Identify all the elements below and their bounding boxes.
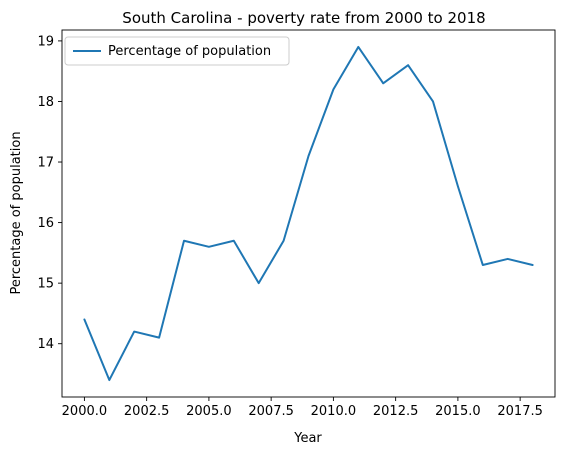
y-tick-label: 15 (37, 277, 54, 292)
y-axis-ticks: 14 15 16 17 18 19 (37, 34, 62, 352)
y-axis-label: Percentage of population (9, 131, 24, 294)
x-tick-label: 2015.0 (435, 404, 481, 419)
x-tick-label: 2012.5 (373, 404, 419, 419)
series-layer (83, 45, 534, 382)
plot-area-frame (61, 29, 556, 398)
legend-box (64, 36, 290, 66)
x-tick-label: 2000.0 (62, 404, 108, 419)
x-tick-label: 2010.0 (311, 404, 357, 419)
y-tick-label: 19 (37, 34, 54, 49)
chart-title: South Carolina - poverty rate from 2000 … (122, 9, 485, 27)
x-tick-label: 2002.5 (124, 404, 170, 419)
x-tick-label: 2017.5 (497, 404, 543, 419)
x-tick-label: 2007.5 (248, 404, 294, 419)
y-tick-label: 17 (37, 156, 54, 171)
x-axis-label: Year (293, 431, 322, 446)
y-tick-label: 18 (37, 95, 54, 110)
x-axis-ticks: 2000.0 2002.5 2005.0 2007.5 2010.0 2012.5 2015… (62, 397, 543, 419)
x-tick-label: 2005.0 (186, 404, 232, 419)
legend-label: Percentage of population (108, 44, 271, 59)
legend: Percentage of population (64, 36, 290, 66)
y-tick-label: 16 (37, 216, 54, 231)
series-line (83, 45, 534, 382)
y-tick-label: 14 (37, 337, 54, 352)
